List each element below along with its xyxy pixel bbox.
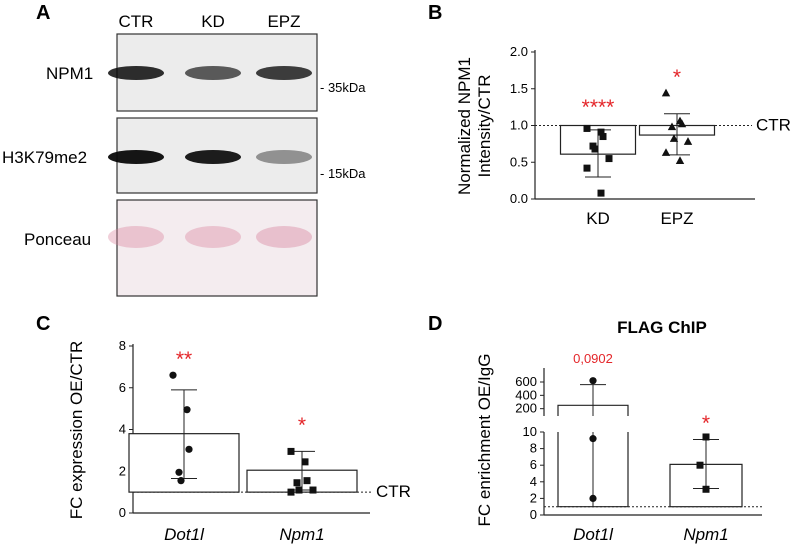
data-point: [702, 433, 710, 441]
y-tick-label: 1.5: [510, 81, 528, 96]
blot-row-label-npm1: NPM1: [46, 64, 93, 83]
y-axis-label: Normalized NPM1: [455, 57, 474, 195]
y-tick-label: 1.0: [510, 118, 528, 133]
marker-15kda: - 15kDa: [320, 166, 366, 181]
data-point: [169, 371, 177, 379]
data-point: [293, 479, 301, 487]
data-point: [175, 468, 183, 476]
data-point: [696, 461, 704, 469]
data-point: [287, 447, 295, 455]
marker-35kda: - 35kDa: [320, 80, 366, 95]
significance-label: *: [702, 412, 710, 435]
data-point: [605, 155, 613, 163]
data-point: [303, 477, 311, 485]
category-label: Npm1: [279, 525, 324, 544]
data-point: [589, 494, 597, 502]
band-1-2: [256, 150, 312, 164]
data-point: [177, 477, 185, 485]
data-point: [591, 145, 599, 153]
band-1-1: [185, 150, 241, 164]
y-tick-label: 0.0: [510, 191, 528, 206]
data-point: [589, 435, 597, 443]
panel-a-western-blot: A CTR KD EPZ NPM1 H3K79me2 Ponceau - 35k…: [2, 2, 366, 297]
band-0-1: [185, 66, 241, 80]
blot-row-label-ponceau: Ponceau: [24, 230, 91, 249]
panel-b-chart: 0.0 0.5 1.0 1.5 2.0 CTR KD **** EPZ * Normalized N…: [455, 44, 791, 228]
data-point: [661, 88, 671, 97]
data-point: [702, 485, 710, 493]
category-label: EPZ: [660, 209, 693, 228]
category-label: Npm1: [683, 525, 728, 544]
y-axis-label: Intensity/CTR: [475, 75, 494, 178]
significance-label: *: [673, 66, 681, 89]
data-point: [597, 128, 605, 136]
data-point: [183, 406, 191, 414]
panel-c-chart: 0 2 4 6 8 CTR Dot1l ** Npm1 * FC expression OE/CTR: [67, 338, 411, 544]
lane-label-kd: KD: [201, 12, 225, 31]
y-axis-label: FC enrichment OE/IgG: [475, 354, 494, 527]
y-tick-label: 2: [530, 490, 537, 505]
band-2-1: [185, 226, 241, 248]
data-point: [669, 134, 679, 142]
band-0-2: [256, 66, 312, 80]
y-tick-label: 4: [530, 474, 537, 489]
category-label: KD: [586, 209, 610, 228]
category-label: Dot1l: [573, 525, 614, 544]
significance-label: *: [298, 414, 306, 437]
ponceau-blot-frame: [116, 199, 318, 297]
data-point: [295, 486, 303, 494]
data-point: [677, 119, 687, 128]
y-tick-label: 8: [530, 441, 537, 456]
y-tick-label: 200: [515, 401, 537, 416]
y-tick-label: 2: [119, 463, 126, 478]
y-tick-label: 8: [119, 338, 126, 353]
y-tick-label: 4: [119, 422, 126, 437]
band-1-0: [108, 150, 164, 164]
data-point: [597, 189, 605, 197]
panel-b-letter: B: [428, 2, 442, 24]
panel-d-letter: D: [428, 313, 442, 335]
y-axis-label: FC expression OE/CTR: [67, 341, 86, 520]
significance-label: 0,0902: [573, 351, 613, 366]
y-tick-label: 6: [530, 457, 537, 472]
panel-a-letter: A: [36, 2, 50, 24]
y-tick-label: 10: [523, 424, 537, 439]
data-point: [667, 122, 677, 131]
y-tick-label: 0.5: [510, 154, 528, 169]
reference-label: CTR: [376, 482, 411, 501]
y-tick-label: 400: [515, 387, 537, 402]
data-point: [589, 377, 597, 385]
data-point: [583, 164, 591, 172]
data-point: [583, 124, 591, 132]
data-point: [599, 133, 607, 141]
data-point: [185, 445, 193, 453]
band-2-0: [108, 226, 164, 248]
data-point: [301, 458, 309, 466]
blot-row-label-h3k79me2: H3K79me2: [2, 148, 87, 167]
chart-title: FLAG ChIP: [617, 318, 707, 337]
y-tick-label: 0: [119, 505, 126, 520]
category-label: Dot1l: [164, 525, 205, 544]
y-tick-label: 6: [119, 380, 126, 395]
y-tick-label: 600: [515, 374, 537, 389]
y-tick-label: 2.0: [510, 44, 528, 59]
band-2-2: [256, 226, 312, 248]
data-point: [675, 156, 685, 164]
reference-label: CTR: [756, 116, 791, 135]
significance-label: **: [176, 348, 192, 371]
data-point: [287, 488, 295, 496]
data-point: [309, 486, 317, 494]
significance-label: ****: [582, 96, 615, 119]
lane-label-epz: EPZ: [267, 12, 300, 31]
data-point: [683, 137, 693, 145]
panel-c-letter: C: [36, 313, 50, 335]
data-point: [661, 148, 671, 156]
y-tick-label: 0: [530, 507, 537, 522]
lane-label-ctr: CTR: [119, 12, 154, 31]
band-0-0: [108, 66, 164, 80]
